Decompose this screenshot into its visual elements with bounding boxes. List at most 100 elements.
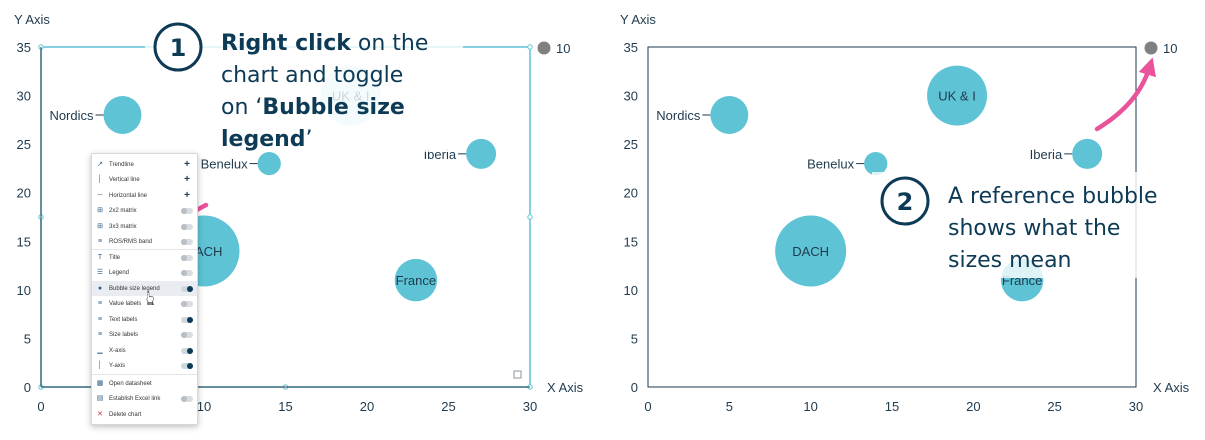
menu-item-delete-chart[interactable]: ✕ Delete chart: [92, 407, 197, 422]
menu-item-ros-rms-band[interactable]: ≡ ROS/RMS band: [92, 234, 197, 249]
right-pink-arrow: [1094, 57, 1156, 132]
left-x-tick-label: 25: [441, 399, 455, 414]
left-y-tick-label: 20: [17, 186, 31, 201]
menu-item-x-axis[interactable]: ▁ X-axis: [92, 343, 197, 358]
left-x-tick-label: 0: [37, 399, 44, 414]
left-bubble-label: Nordics: [49, 108, 94, 123]
right-bubble-iberia[interactable]: [1072, 138, 1103, 169]
menu-item-horizontal-line[interactable]: ─ Horizontal line +: [92, 188, 197, 203]
left-bubble-benelux[interactable]: [257, 151, 281, 176]
toggle-switch[interactable]: [181, 395, 193, 402]
toggle-switch[interactable]: [181, 285, 193, 292]
menu-item-label: Delete chart: [109, 411, 142, 418]
menu-item-2x2-matrix[interactable]: ⊞ 2x2 matrix: [92, 203, 197, 218]
toggle-switch[interactable]: [181, 223, 193, 230]
add-icon[interactable]: +: [184, 173, 190, 185]
menu-item-title[interactable]: T Title: [92, 250, 197, 265]
menu-item-label: Horizontal line: [109, 192, 148, 199]
title-icon: T: [97, 253, 103, 261]
step-1-line2: chart and toggle: [221, 63, 403, 88]
step-2-number: 2: [897, 188, 914, 216]
menu-item-trendline[interactable]: ↗ Trendline +: [92, 157, 197, 172]
matrix-3x3-icon: ⊞: [97, 222, 103, 230]
step-1-line1-rest: on the: [351, 31, 429, 56]
menu-item-3x3-matrix[interactable]: ⊞ 3x3 matrix: [92, 219, 197, 234]
context-menu[interactable]: ↗ Trendline + │ Vertical line + ─ Horizontal li…: [91, 153, 198, 425]
right-y-tick-label: 15: [624, 234, 638, 249]
right-bubble-nordics[interactable]: [710, 96, 749, 134]
step-1-number: 1: [170, 34, 187, 62]
right-y-tick-label: 10: [624, 283, 638, 298]
trendline-icon: ↗: [97, 160, 103, 168]
menu-item-value-labels[interactable]: ≡ Value labels: [92, 296, 197, 311]
add-icon[interactable]: +: [184, 158, 190, 170]
toggle-switch[interactable]: [181, 300, 193, 307]
band-icon: ≡: [97, 237, 103, 245]
menu-item-label: Text labels: [109, 316, 138, 323]
size-labels-icon: ≡: [97, 330, 103, 338]
left-bubble-label: Benelux: [201, 157, 248, 172]
toggle-switch[interactable]: [181, 331, 193, 338]
right-x-axis-label: X Axis: [1153, 380, 1190, 395]
toggle-switch[interactable]: [181, 254, 193, 261]
menu-item-y-axis[interactable]: │ Y-axis: [92, 358, 197, 373]
resize-handle[interactable]: [527, 44, 533, 50]
left-bubble-iberia[interactable]: [466, 138, 497, 169]
left-x-tick-label: 20: [360, 399, 374, 414]
right-x-tick-label: 5: [726, 399, 733, 414]
mouse-cursor-icon: 👆︎: [146, 286, 155, 310]
right-bubble-benelux[interactable]: [864, 151, 888, 176]
right-x-tick-label: 10: [803, 399, 817, 414]
menu-item-legend[interactable]: ☰ Legend: [92, 265, 197, 280]
right-y-tick-label: 30: [624, 89, 638, 104]
right-bubble-label: Benelux: [807, 157, 854, 172]
right-bubble-label: DACH: [792, 244, 829, 259]
menu-item-vertical-line[interactable]: │ Vertical line +: [92, 172, 197, 187]
toggle-switch[interactable]: [181, 269, 193, 276]
right-x-tick-label: 30: [1129, 399, 1143, 414]
menu-item-label: Value labels: [109, 300, 142, 307]
menu-item-label: Size labels: [109, 331, 139, 338]
step-1-line3-pre: on ‘: [221, 95, 262, 120]
left-y-tick-label: 0: [24, 380, 31, 395]
right-bubble-uk-i[interactable]: [927, 65, 988, 126]
left-bubble-nordics[interactable]: [103, 96, 142, 134]
menu-item-label: Open datasheet: [109, 380, 152, 387]
menu-item-establish-excel-link[interactable]: ▤ Establish Excel link: [92, 391, 197, 406]
menu-separator: [92, 249, 197, 250]
toggle-switch[interactable]: [181, 238, 193, 245]
left-y-axis-label: Y Axis: [14, 12, 50, 27]
step-1-line1-bold: Right click: [221, 31, 352, 56]
toggle-switch[interactable]: [181, 316, 193, 323]
right-size-legend-bubble: [1144, 41, 1158, 55]
menu-item-label: Establish Excel link: [109, 395, 161, 402]
right-bubble-dach[interactable]: [775, 215, 847, 287]
menu-item-bubble-size-legend[interactable]: ● Bubble size legend: [92, 281, 197, 296]
right-chart[interactable]: Y Axis X Axis 0 5 10 15 20 25 30 0 5 10 15 20 25 30 35…: [620, 12, 1190, 414]
step-2-line1: A reference bubble: [948, 184, 1158, 209]
menu-item-label: Vertical line: [109, 176, 140, 183]
x-axis-icon: ▁: [97, 346, 103, 354]
menu-item-open-datasheet[interactable]: ▦ Open datasheet: [92, 376, 197, 391]
toggle-switch[interactable]: [181, 362, 193, 369]
toggle-switch[interactable]: [181, 207, 193, 214]
step-1-line3-bold: Bubble size: [262, 95, 404, 120]
toggle-switch[interactable]: [181, 347, 193, 354]
menu-item-label: Y-axis: [109, 362, 126, 369]
bubble-legend-icon: ●: [97, 284, 103, 292]
menu-item-text-labels[interactable]: ≡ Text labels: [92, 312, 197, 327]
add-icon[interactable]: +: [184, 189, 190, 201]
menu-item-size-labels[interactable]: ≡ Size labels: [92, 327, 197, 342]
menu-item-label: 3x3 matrix: [109, 223, 137, 230]
right-bubble-label: UK & I: [938, 89, 976, 104]
left-bubble-france[interactable]: [394, 258, 438, 302]
right-x-tick-label: 20: [966, 399, 980, 414]
right-y-tick-label: 25: [624, 137, 638, 152]
left-y-tick-label: 15: [17, 234, 31, 249]
datasheet-corner-icon[interactable]: [513, 370, 522, 379]
step-1-line4-post: ’: [306, 127, 313, 152]
svg-text:legend’: legend’: [221, 127, 313, 152]
excel-link-icon: ▤: [96, 394, 104, 402]
resize-handle[interactable]: [527, 214, 533, 220]
